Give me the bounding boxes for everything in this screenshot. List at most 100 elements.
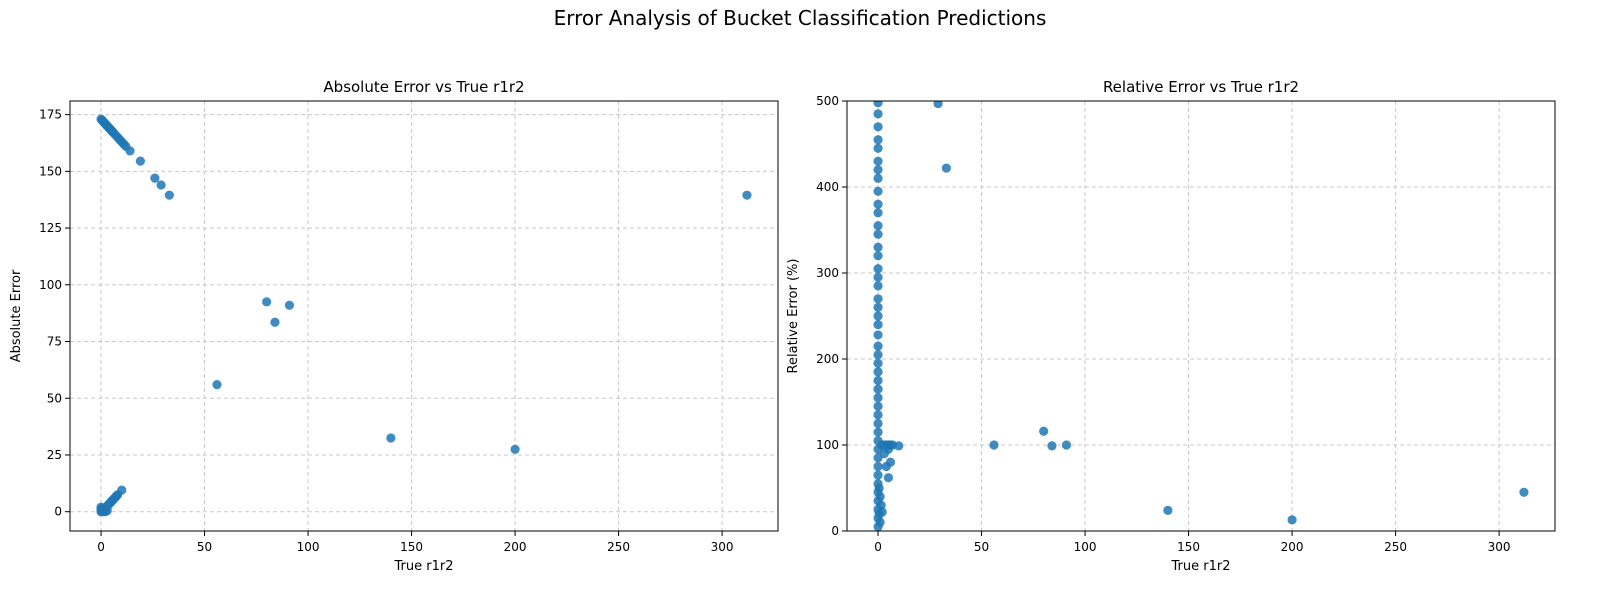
rel-data-point [873,427,883,437]
rel-data-point [989,440,999,450]
rel-data-point [933,101,943,109]
rel-data-point [1061,440,1072,450]
rel-x-axis-label: True r1r2 [1171,559,1231,574]
rel-data-point [873,208,883,218]
rel-data-point [873,302,883,312]
rel-data-point [874,483,884,493]
abs-x-tick-label: 100 [297,540,320,554]
rel-x-tick-label: 150 [1177,540,1200,554]
rel-data-point [873,401,883,411]
rel-data-point [873,350,883,360]
rel-y-axis-label: Relative Error (%) [786,259,801,374]
rel-data-point [873,264,883,274]
rel-data-point [873,242,883,252]
absolute-error-panel: 0 50 100 150 200 250 300 0 25 50 75 100 125 150 175 Abs… [9,78,779,574]
abs-x-tick-label: 150 [400,540,423,554]
rel-data-point [873,229,883,239]
rel-data-point [873,461,883,472]
rel-data-point [873,320,883,330]
abs-points [96,114,752,517]
rel-data-point [873,358,883,368]
abs-data-point [150,173,160,183]
rel-data-point [873,375,883,386]
rel-data-point [894,441,904,451]
rel-x-tick-label: 200 [1281,540,1304,554]
rel-data-point [873,418,883,429]
abs-data-point [156,180,166,190]
abs-data-point [164,190,174,200]
rel-y-tick-label: 100 [816,438,839,452]
abs-y-tick-label: 25 [47,448,62,462]
rel-data-point [883,473,894,483]
rel-data-point [873,330,883,340]
rel-x-tick-label: 50 [974,540,989,554]
rel-x-tick-label: 250 [1384,540,1407,554]
rel-data-point [873,272,883,282]
rel-y-tick-label: 0 [831,524,839,538]
rel-data-point [873,143,883,153]
abs-data-point [742,190,752,200]
figure-title: Error Analysis of Bucket Classification … [553,6,1047,30]
rel-data-point [873,135,883,145]
rel-data-point [1047,441,1057,451]
rel-data-point [873,294,883,304]
rel-data-point [873,156,883,166]
rel-axes-frame [846,100,1556,532]
rel-data-point [873,311,883,321]
rel-data-point [1163,505,1173,515]
abs-y-tick-label: 150 [39,164,62,178]
rel-data-point [875,517,885,528]
rel-y-tick-label: 200 [816,352,839,366]
rel-data-point [873,384,883,394]
abs-x-tick-label: 200 [504,540,527,554]
abs-axes-frame [69,100,779,532]
abs-y-tick-label: 75 [47,335,62,349]
rel-points [873,101,1529,531]
rel-data-point [873,173,883,183]
rel-data-point [1039,426,1049,436]
rel-x-tick-label: 300 [1488,540,1511,554]
rel-data-point [873,199,883,209]
rel-x-tick-label: 100 [1074,540,1097,554]
rel-y-tick-label: 400 [816,180,839,194]
rel-y-tick-label: 300 [816,266,839,280]
rel-data-point [941,163,951,173]
abs-data-point [386,433,396,443]
abs-x-tick-label: 300 [711,540,734,554]
rel-data-point [873,367,883,377]
abs-x-tick-label: 0 [97,540,105,554]
abs-y-tick-label: 0 [54,505,62,519]
abs-x-axis-label: True r1r2 [394,559,454,574]
abs-x-tick-label: 250 [607,540,630,554]
rel-data-point [873,341,883,351]
rel-data-point [875,492,885,502]
rel-x-tick-label: 0 [874,540,882,554]
rel-chart-title: Relative Error vs True r1r2 [1103,78,1299,96]
rel-data-point [873,109,883,119]
abs-data-point [270,317,280,327]
abs-data-point [262,297,272,307]
rel-y-tick-label: 500 [816,94,839,108]
abs-data-point [135,156,145,166]
abs-data-point [125,146,135,156]
abs-chart-title: Absolute Error vs True r1r2 [323,78,524,96]
abs-data-point [510,444,520,454]
rel-data-point [877,507,887,517]
rel-data-point [873,281,883,291]
abs-y-tick-label: 100 [39,278,62,292]
abs-data-point [212,380,222,390]
abs-data-point [284,300,295,310]
rel-data-point [873,101,883,108]
rel-data-point [1519,487,1529,497]
rel-data-point [876,500,886,510]
abs-y-tick-label: 175 [39,108,62,122]
abs-y-tick-label: 50 [47,391,62,405]
abs-y-axis-label: Absolute Error [9,269,24,362]
rel-data-point [873,165,883,175]
rel-data-point [873,221,883,231]
rel-data-point [873,251,883,261]
rel-data-point [873,186,883,196]
rel-data-point [885,457,896,467]
